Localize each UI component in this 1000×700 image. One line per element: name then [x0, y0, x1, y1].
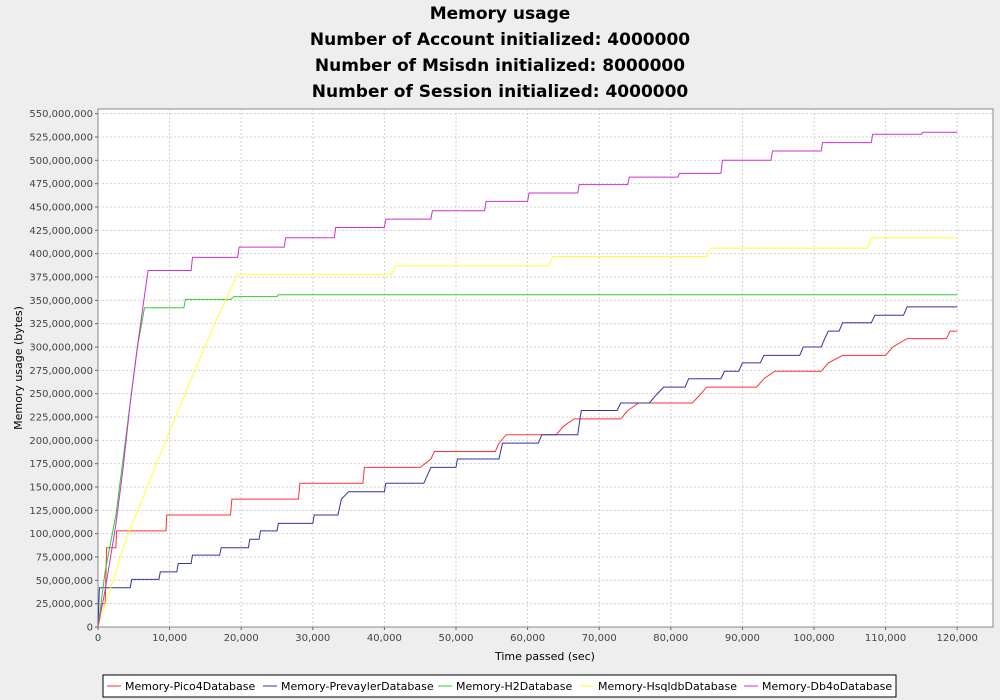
x-tick-label: 90,000 — [725, 633, 760, 644]
x-tick-label: 70,000 — [582, 633, 617, 644]
y-tick-label: 75,000,000 — [36, 553, 93, 564]
x-tick-label: 100,000 — [793, 633, 834, 644]
x-tick-label: 110,000 — [865, 633, 906, 644]
y-tick-label: 375,000,000 — [29, 273, 93, 284]
legend-label-memory-h2database: Memory-H2Database — [456, 680, 573, 693]
y-tick-label: 0 — [87, 623, 93, 634]
x-tick-label: 50,000 — [439, 633, 474, 644]
y-axis-label: Memory usage (bytes) — [12, 306, 25, 430]
x-tick-label: 80,000 — [653, 633, 688, 644]
x-tick-label: 40,000 — [367, 633, 402, 644]
y-axis-ticks: 0 25,000,000 50,000,000 75,000,000 100,000,0… — [29, 109, 98, 634]
x-tick-label: 10,000 — [152, 633, 187, 644]
series-line-memory-hsqldbdatabase — [97, 237, 958, 628]
y-tick-label: 350,000,000 — [29, 296, 93, 307]
y-tick-label: 400,000,000 — [29, 249, 93, 260]
y-tick-label: 300,000,000 — [29, 343, 93, 354]
x-axis-label: Time passed (sec) — [494, 650, 595, 663]
chart-subtitle-accounts: Number of Account initialized: 4000000 — [310, 30, 690, 50]
y-tick-label: 550,000,000 — [29, 109, 93, 120]
series-line-memory-h2database — [97, 294, 958, 628]
x-tick-label: 30,000 — [295, 633, 330, 644]
y-tick-label: 325,000,000 — [29, 319, 93, 330]
series-line-memory-db4odatabase — [97, 131, 958, 628]
x-tick-label: 60,000 — [510, 633, 545, 644]
x-tick-label: 20,000 — [224, 633, 259, 644]
y-tick-label: 225,000,000 — [29, 413, 93, 424]
legend-label-memory-db4odatabase: Memory-Db4oDatabase — [762, 680, 892, 693]
plot-area — [97, 108, 994, 628]
y-tick-label: 450,000,000 — [29, 203, 93, 214]
chart-subtitle-sessions: Number of Session initialized: 4000000 — [312, 82, 689, 102]
y-tick-label: 125,000,000 — [29, 506, 93, 517]
chart-title-block: Memory usage Number of Account initializ… — [310, 4, 690, 102]
y-tick-label: 100,000,000 — [29, 529, 93, 540]
y-tick-label: 275,000,000 — [29, 366, 93, 377]
legend-label-memory-pico4database: Memory-Pico4Database — [125, 680, 255, 693]
y-tick-label: 200,000,000 — [29, 436, 93, 447]
x-tick-label: 0 — [95, 633, 101, 644]
legend: Memory-Pico4Database Memory-PrevaylerData… — [102, 674, 897, 698]
legend-label-memory-hsqldbdatabase: Memory-HsqldbDatabase — [598, 680, 737, 693]
y-tick-label: 150,000,000 — [29, 483, 93, 494]
x-tick-label: 120,000 — [937, 633, 978, 644]
x-axis-ticks: 0 10,000 20,000 30,000 40,000 50,000 60,000 70,… — [95, 627, 978, 644]
legend-box — [102, 674, 897, 698]
y-tick-label: 500,000,000 — [29, 156, 93, 167]
y-tick-label: 50,000,000 — [36, 576, 93, 587]
chart-subtitle-msisdn: Number of Msisdn initialized: 8000000 — [315, 56, 685, 76]
y-tick-label: 475,000,000 — [29, 179, 93, 190]
y-tick-label: 25,000,000 — [36, 599, 93, 610]
y-tick-label: 525,000,000 — [29, 133, 93, 144]
chart-title: Memory usage — [430, 4, 571, 24]
gridlines — [98, 109, 993, 627]
series-layer — [97, 131, 958, 628]
y-tick-label: 175,000,000 — [29, 459, 93, 470]
series-line-memory-prevaylerdatabase — [97, 306, 958, 628]
legend-label-memory-prevaylerdatabase: Memory-PrevaylerDatabase — [281, 680, 434, 693]
y-tick-label: 425,000,000 — [29, 226, 93, 237]
y-tick-label: 250,000,000 — [29, 389, 93, 400]
